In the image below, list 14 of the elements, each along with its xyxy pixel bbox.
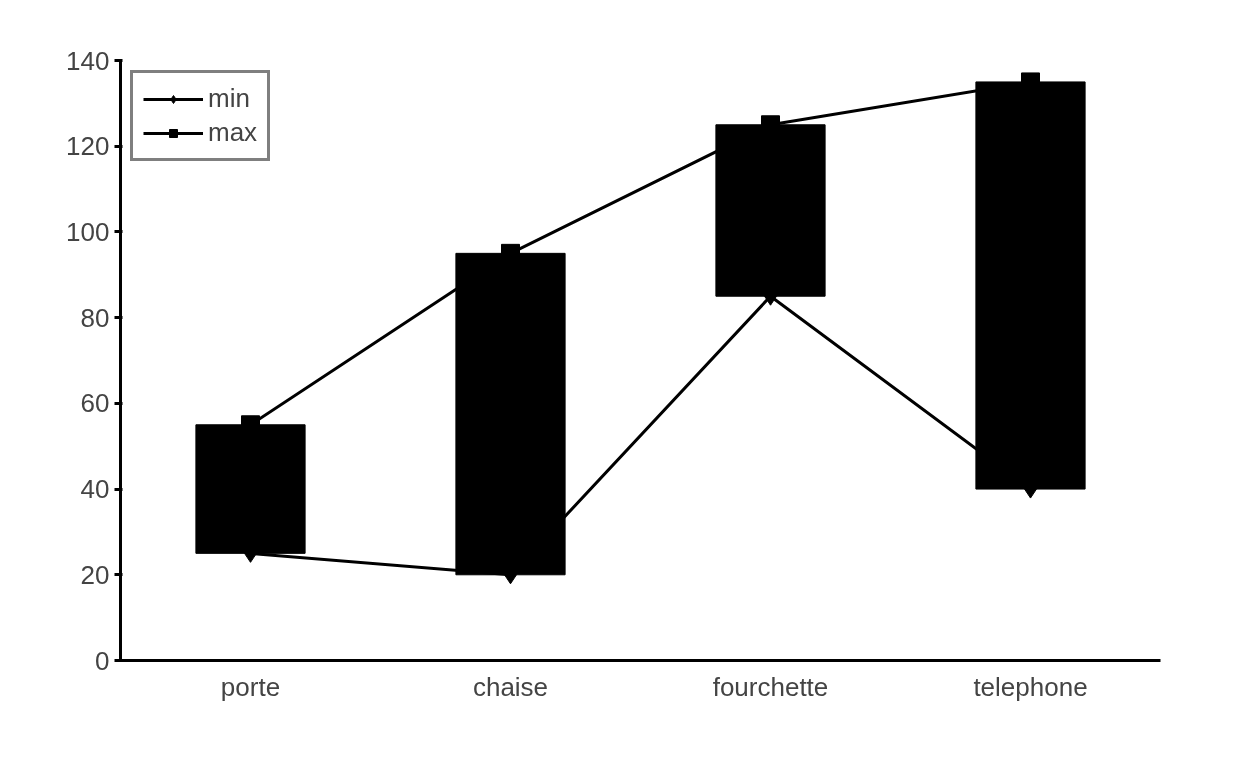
y-tick-label: 20 bbox=[80, 559, 110, 590]
y-tick-label: 80 bbox=[80, 302, 110, 333]
legend-label: max bbox=[208, 117, 258, 148]
x-tick-label: telephone bbox=[973, 671, 1088, 702]
y-tick-label: 0 bbox=[95, 645, 110, 676]
x-tick-label: chaise bbox=[472, 671, 549, 702]
y-tick-label: 140 bbox=[66, 45, 110, 76]
x-tick-label: porte bbox=[220, 671, 281, 702]
legend-label: min bbox=[208, 83, 250, 114]
y-tick-label: 120 bbox=[66, 131, 110, 162]
x-tick-label: fourchette bbox=[712, 671, 829, 702]
y-tick-label: 100 bbox=[66, 216, 110, 247]
y-tick-label: 60 bbox=[80, 388, 110, 419]
y-tick-label: 40 bbox=[80, 474, 110, 505]
